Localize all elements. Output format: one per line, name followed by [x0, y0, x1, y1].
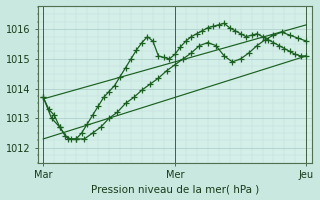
- X-axis label: Pression niveau de la mer( hPa ): Pression niveau de la mer( hPa ): [91, 184, 259, 194]
